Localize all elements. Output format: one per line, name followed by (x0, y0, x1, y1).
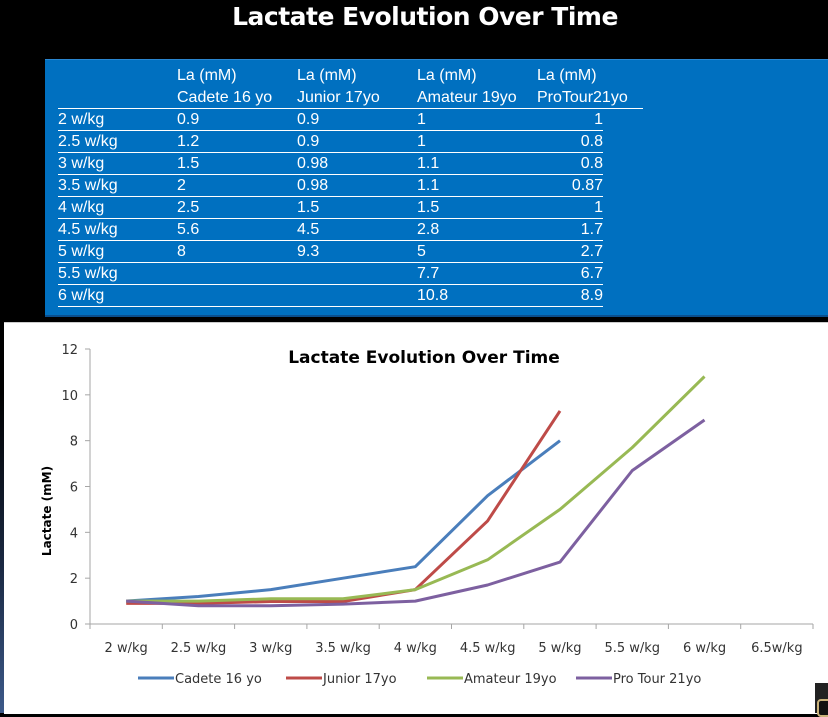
table-cell-amateur: 10.8 (417, 287, 448, 305)
table-row-label: 4.5 w/kg (58, 221, 118, 239)
table-cell-cadete: 0.9 (177, 111, 199, 129)
app-badge-icon (817, 699, 828, 717)
table-row-divider (58, 218, 603, 219)
table-cell-amateur: 1 (417, 111, 426, 129)
table-cell-junior: 0.9 (297, 133, 319, 151)
table-cell-cadete: 1.2 (177, 133, 199, 151)
line-chart-panel: Lactate Evolution Over Time Lactate (mM)… (4, 322, 828, 714)
table-row-label: 5.5 w/kg (58, 265, 118, 283)
table-cell-amateur: 1.1 (417, 155, 439, 173)
y-tick-label: 8 (70, 435, 78, 450)
table-header-line2: Cadete 16 yo (177, 89, 272, 107)
table-cell-amateur: 2.8 (417, 221, 439, 239)
table-cell-protour: 0.87 (572, 177, 603, 195)
table-cell-protour: 0.8 (581, 155, 603, 173)
y-tick-label: 10 (61, 389, 78, 404)
table-cell-protour: 8.9 (581, 287, 603, 305)
legend-label: Cadete 16 yo (175, 672, 262, 687)
table-header-line2: Amateur 19yo (417, 89, 517, 107)
x-tick-label: 2 w/kg (105, 641, 148, 656)
table-row-divider (58, 174, 603, 175)
x-tick-label: 4.5 w/kg (460, 641, 516, 656)
legend-label: Junior 17yo (322, 672, 397, 687)
slide-title: Lactate Evolution Over Time (0, 2, 828, 31)
table-cell-junior: 0.98 (297, 177, 328, 195)
table-cell-junior: 0.9 (297, 111, 319, 129)
table-header-divider (58, 108, 643, 109)
y-tick-label: 12 (61, 343, 78, 358)
x-tick-label: 3 w/kg (249, 641, 292, 656)
legend-label: Pro Tour 21yo (613, 672, 701, 687)
table-cell-protour: 2.7 (581, 243, 603, 261)
table-cell-junior: 1.5 (297, 199, 319, 217)
x-tick-label: 2.5 w/kg (171, 641, 227, 656)
x-tick-label: 6.5w/kg (751, 641, 802, 656)
x-tick-label: 4 w/kg (394, 641, 437, 656)
table-cell-cadete: 5.6 (177, 221, 199, 239)
table-row-divider (58, 130, 603, 131)
y-tick-label: 2 (70, 572, 78, 587)
table-cell-protour: 1 (594, 199, 603, 217)
x-tick-label: 5.5 w/kg (604, 641, 660, 656)
table-row-divider (58, 306, 603, 307)
series-line-cadete-16-yo (126, 441, 560, 601)
chart-axes: 0 2 4 6 8 10 12 2 w/kg 2.5 w/kg 3 w/kg 3.5 w/kg 4 w… (61, 343, 813, 656)
table-cell-protour: 1.7 (581, 221, 603, 239)
table-header-line2: ProTour21yo (537, 89, 628, 107)
table-row-divider (58, 152, 603, 153)
table-cell-amateur: 5 (417, 243, 426, 261)
table-row-label: 3 w/kg (58, 155, 104, 173)
table-row-divider (58, 284, 603, 285)
table-header-line1: La (mM) (297, 67, 357, 85)
lactate-data-table: La (mM) Cadete 16 yo La (mM) Junior 17yo La … (45, 59, 828, 317)
y-tick-label: 0 (70, 618, 78, 633)
table-row-label: 2.5 w/kg (58, 133, 118, 151)
table-header-line1: La (mM) (537, 67, 597, 85)
table-cell-protour: 1 (594, 111, 603, 129)
table-cell-protour: 0.8 (581, 133, 603, 151)
table-cell-junior: 0.98 (297, 155, 328, 173)
series-line-pro-tour-21yo (126, 420, 704, 606)
x-tick-label: 3.5 w/kg (315, 641, 371, 656)
table-cell-amateur: 1.1 (417, 177, 439, 195)
chart-title: Lactate Evolution Over Time (288, 348, 560, 368)
series-line-junior-17yo (126, 411, 560, 604)
table-cell-cadete: 8 (177, 243, 186, 261)
table-cell-cadete: 2 (177, 177, 186, 195)
corner-app-icon (815, 683, 828, 713)
series-lines (126, 376, 705, 605)
table-cell-cadete: 2.5 (177, 199, 199, 217)
table-row-divider (58, 262, 603, 263)
chart-legend: Cadete 16 yo Junior 17yo Amateur 19yo Pro T… (138, 672, 701, 687)
line-chart: Lactate Evolution Over Time Lactate (mM)… (4, 323, 828, 714)
table-cell-junior: 9.3 (297, 243, 319, 261)
y-tick-label: 6 (70, 481, 78, 496)
table-cell-junior: 4.5 (297, 221, 319, 239)
y-tick-label: 4 (70, 526, 78, 541)
table-row-label: 2 w/kg (58, 111, 104, 129)
table-row-divider (58, 240, 603, 241)
table-cell-protour: 6.7 (581, 265, 603, 283)
table-row-label: 6 w/kg (58, 287, 104, 305)
table-cell-amateur: 1.5 (417, 199, 439, 217)
table-header-line1: La (mM) (417, 67, 477, 85)
x-tick-label: 6 w/kg (683, 641, 726, 656)
table-row-label: 4 w/kg (58, 199, 104, 217)
table-header-line1: La (mM) (177, 67, 237, 85)
table-header-line2: Junior 17yo (297, 89, 380, 107)
table-row-label: 5 w/kg (58, 243, 104, 261)
table-cell-cadete: 1.5 (177, 155, 199, 173)
x-tick-label: 5 w/kg (538, 641, 581, 656)
y-axis-label: Lactate (mM) (40, 466, 54, 556)
table-cell-amateur: 7.7 (417, 265, 439, 283)
table-row-divider (58, 196, 603, 197)
table-cell-amateur: 1 (417, 133, 426, 151)
legend-label: Amateur 19yo (464, 672, 557, 687)
table-row-label: 3.5 w/kg (58, 177, 118, 195)
